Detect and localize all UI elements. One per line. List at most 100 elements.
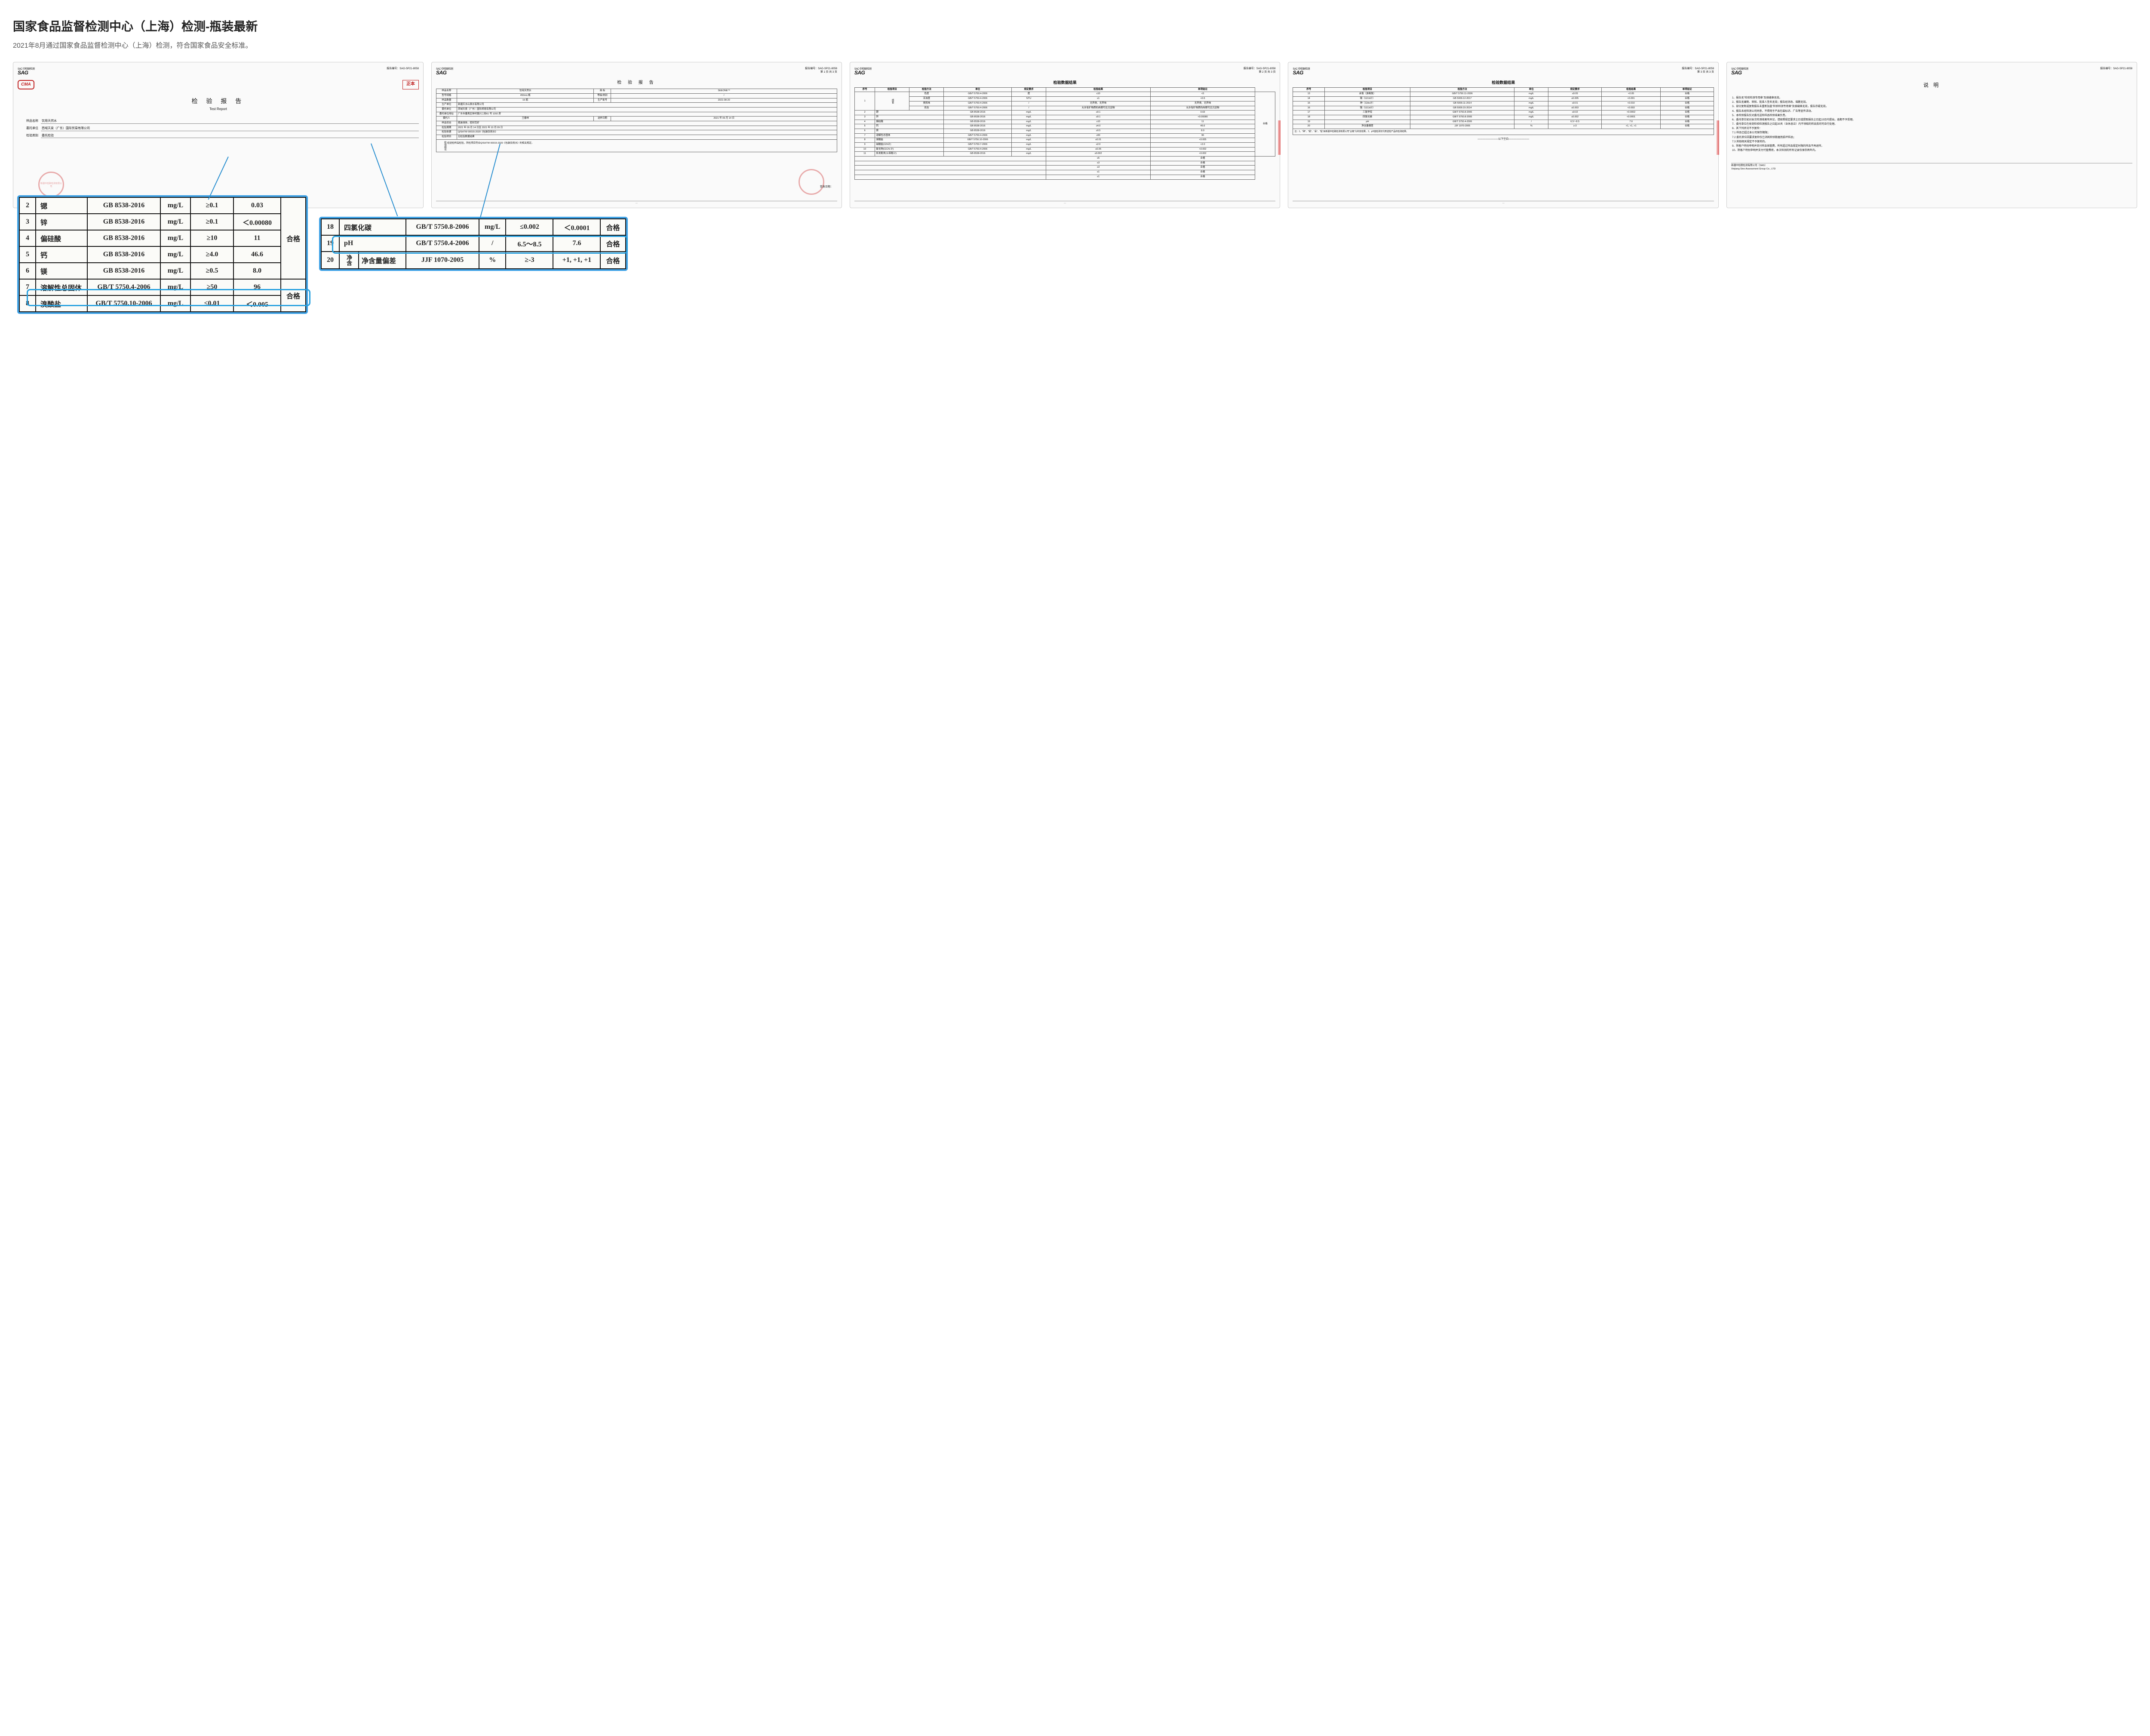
red-bookmark-edge: [1278, 120, 1281, 155]
doc-data-p3: SAC 中检联检测SAG 报告编号：SAG-SP21-8058第 3 页 共 3…: [1288, 62, 1719, 208]
table-row: 3锌GB 8538-2016mg/L≥0.1<0.00080: [854, 115, 1275, 120]
note-line: 7.3 其他相关规定不予复检的。: [1732, 140, 2132, 144]
doc1-title: 检 验 报 告: [18, 97, 419, 106]
table-row: ≤1合格: [854, 175, 1275, 179]
table-row: 委托单位地址广东市番禺区钟村镇兴二街61 号 1202 房: [436, 112, 837, 117]
table-row: ≤1合格: [854, 170, 1275, 175]
table-row: 状态GB/T 5750.4-2006/允许有矿物质的肉眼可见沉淀物允许有矿物质的…: [854, 106, 1275, 111]
table-row: 10氰化物(以CN-计)GB/T 5750.4-2006mg/L≤0.05<0.…: [854, 147, 1275, 152]
table-row: 20净含量偏差JJF 1070-2005%≥-3+1, +1, +1合格: [1293, 124, 1714, 129]
table-row: 样品名称饮用天然水商 标SEEONE™: [436, 89, 837, 94]
doc-data-p2: SAC 中检联检测SAG 报告编号：SAG-SP21-8058第 2 页 共 3…: [850, 62, 1281, 208]
table-row: 8溴酸盐GB/T 5750.10-2006mg/L≤0.01＜0.005: [19, 295, 306, 312]
page-subtitle: 2021年8月通过国家食品监督检测中心（上海）检测，符合国家食品安全标准。: [13, 40, 2137, 50]
doc5-org: 新疆中检联检测有限公司（SAG） Xinjiang Sino Assessmen…: [1731, 163, 2132, 171]
sag-logo: SAC 中检联检测SAG: [1731, 68, 1748, 77]
zoom-right-container: 18四氯化碳GB/T 5750.8-2006mg/L≤0.002＜0.0001合…: [319, 217, 627, 271]
table-row: 型号规格450mL/瓶等级/类别/: [436, 93, 837, 98]
table-row: 4偏硅酸GB 8538-2016mg/L≥1011: [854, 120, 1275, 124]
table-row: 臭和味GB/T 5750.4-2006/无异臭、无异味无异臭、无异味: [854, 101, 1275, 106]
field-row: 委托单位西域天泉（广东）国际贸易有限公司: [18, 126, 419, 131]
note-line: 4、报告未经检测公司同意，不得用于产品包装标识、广告等宣传活动。: [1732, 109, 2132, 114]
table-row: 14镉（以Cd计）GB 5009.12-2017mg/L≤0.005<0.001…: [1293, 97, 1714, 101]
table-row: 生产单位新疆天水山泉水有限公司: [436, 103, 837, 108]
table-row: 17三氯甲烷GB/T 5750.8-2006mg/L≤0.02<0.0002合格: [1293, 111, 1714, 115]
sag-logo: SAC 中检联检测SAG: [1293, 68, 1310, 77]
table-row: 11挥发酚类(以苯酚计)GB 8538-2016mg/L≤0.002<0.002: [854, 152, 1275, 157]
footer: —: [854, 201, 1276, 205]
table-row: 18四氯化碳GB/T 5750.8-2006mg/L≤0.002<0.0001合…: [1293, 115, 1714, 120]
table-row: 3锌GB 8538-2016mg/L≥0.1＜0.00080: [19, 214, 306, 230]
table-row: 16镉（以Cd计）GB 5009.15-2014mg/L≤0.003<0.003…: [1293, 106, 1714, 111]
doc3-table: 序号检验项目检验方法单位规定要求检验结果单项结论1感官色度GB/T 5750.4…: [854, 87, 1276, 180]
report-no: 报告编号：SAG-SP21-8058第 1 页 共 3 页: [805, 68, 837, 74]
table-row: 19pHGB/T 5750.4-2006/6.5～8.57.6合格: [1293, 120, 1714, 124]
table-row: 15砷（以As计）GB 5009.11-2014mg/L≤0.01<0.010合…: [1293, 101, 1714, 106]
table-row: 检验项目见检验数据结果: [436, 135, 837, 140]
table-header-row: 序号检验项目检验方法单位规定要求检验结果单项结论: [1293, 87, 1714, 92]
doc5-title: 说 明: [1731, 82, 2132, 89]
cma-badge: CMA: [18, 80, 34, 89]
note-line: 6、委托单位如对本次检测结果有异议，请按照规定要求之日或提取报告之日起15日内提…: [1732, 118, 2132, 122]
note-line: 7.1 样品已超过本公司保存期限；: [1732, 131, 2132, 135]
stamp-text: 新疆中检联检测有限公司: [40, 182, 63, 188]
table-row: 检验周期2021 年 09 月 14 日至 2021 年 10 月 09 日: [436, 126, 837, 130]
table-header-row: 序号检验项目检验方法单位规定要求检验结果单项结论: [854, 87, 1275, 92]
sag-logo: SAC 中检联检测SAG: [436, 68, 453, 77]
note-line: 5、本检验报告仅对委托送检样品检验结果负责。: [1732, 114, 2132, 118]
note-line: 8、其下列状况不予复检：: [1732, 126, 2132, 131]
zheng-ben-badge: 正本: [402, 80, 419, 89]
note-line: 7、委托单位在收到检验检测报告之日起30天（含休息日）内不领取的样品我司可自行处…: [1732, 122, 2132, 126]
doc4-section: 检验数据结果: [1293, 80, 1714, 86]
table-row: 样品数量15 瓶生产批号2021-08-20: [436, 98, 837, 103]
doc3-section: 检验数据结果: [854, 80, 1276, 86]
documents-row: SAC 中检联检测SAG 报告编号：SAG-SP21-8058 CMA 正本 检…: [13, 62, 2137, 208]
table-row: 8溴酸盐GB/T 5750.10-2006mg/L≤0.01<0.005: [854, 138, 1275, 143]
doc4-table: 序号检验项目检验方法单位规定要求检验结果单项结论13余氯（游离氯）GB/T 57…: [1293, 87, 1714, 129]
table-row: 浑浊度GB/T 5750.4-2006NTU≤1<0.5: [854, 97, 1275, 101]
table-row: 样品状态瓶装液体，密封完好: [436, 121, 837, 126]
zoom-tables-row: 2锶GB 8538-2016mg/L≥0.10.03合格3锌GB 8538-20…: [13, 195, 2137, 316]
table-row: 19pHGB/T 5750.4-2006/6.5～8.57.6合格: [321, 235, 625, 252]
doc-report-form: SAC 中检联检测SAG 报告编号：SAG-SP21-8058第 1 页 共 3…: [431, 62, 842, 208]
table-row: 18四氯化碳GB/T 5750.8-2006mg/L≤0.002＜0.0001合…: [321, 219, 625, 235]
note-line: 10、除客户特别申明并支付代管费用，本次检测的所有记录仅保存两年内。: [1732, 148, 2132, 153]
table-row: ≤5合格: [854, 157, 1275, 161]
zoom-left-wrap: 2锶GB 8538-2016mg/L≥0.10.03合格3锌GB 8538-20…: [13, 195, 308, 316]
table-row: 9硝酸盐(以N计)GB/T 5750.7-2006mg/L≤2.0<2.0: [854, 143, 1275, 147]
field-row: 检验类别委托检验: [18, 134, 419, 138]
zoom-right-table: 18四氯化碳GB/T 5750.8-2006mg/L≤0.002＜0.0001合…: [321, 218, 626, 269]
doc2-title: 检 验 报 告: [436, 80, 837, 86]
report-no: 报告编号：SAG-SP21-8058第 2 页 共 3 页: [1244, 68, 1276, 74]
doc-notes: SAC 中检联检测SAG 报告编号：SAG-SP21-8058 说 明 1、报告…: [1726, 62, 2137, 208]
note-line: 7.2 委托单位因要求复检仅已消耗检验数据而损坏样品；: [1732, 135, 2132, 140]
doc-cover: SAC 中检联检测SAG 报告编号：SAG-SP21-8058 CMA 正本 检…: [13, 62, 424, 208]
zoom-left-table: 2锶GB 8538-2016mg/L≥0.10.03合格3锌GB 8538-20…: [19, 197, 306, 312]
table-row: 1感官色度GB/T 5750.4-2006度≤10<5合格: [854, 92, 1275, 97]
report-no: 报告编号：SAG-SP21-8058第 3 页 共 3 页: [1682, 68, 1714, 74]
doc5-notes: 1、报告无"检验检测专用章"及骑缝章无效。2、报告无编制、审核、批准人签名无效；…: [1731, 94, 2132, 154]
table-row: 6镁GB 8538-2016mg/L≥0.58.0: [854, 129, 1275, 133]
red-bookmark-edge: [1717, 120, 1719, 155]
zoom-left-container: 2锶GB 8538-2016mg/L≥0.10.03合格3锌GB 8538-20…: [17, 195, 308, 314]
report-no: 报告编号：SAG-SP21-8058: [387, 68, 419, 71]
table-row: 20净含净含量偏差JJF 1070-2005%≥-3+1, +1, +1合格: [321, 252, 625, 269]
sag-logo: SAC 中检联检测SAG: [18, 68, 35, 77]
table-row: 2锶GB 8538-2016mg/L≥0.10.03: [854, 111, 1275, 115]
table-row: 13余氯（游离氯）GB/T 5750.11-2006mg/L≤0.05<0.05…: [1293, 92, 1714, 97]
note-line: 1、报告无"检验检测专用章"及骑缝章无效。: [1732, 96, 2132, 100]
field-row: 样品名称饮用天然水: [18, 119, 419, 124]
table-row: 5钙GB 8538-2016mg/L≥4.046.6: [854, 124, 1275, 129]
note-line: 2、报告无编制、审核、批准人签名无效；报告经涂改、增删无效。: [1732, 100, 2132, 104]
doc2-table: 样品名称饮用天然水商 标SEEONE™型号规格450mL/瓶等级/类别/样品数量…: [436, 89, 837, 140]
table-row: 检验依据Q/SHTW 00015-2020《包装饮用水》: [436, 130, 837, 135]
table-row: 2锶GB 8538-2016mg/L≥0.10.03合格: [19, 197, 306, 214]
page-title: 国家食品监督检测中心（上海）检测-瓶装最新: [13, 17, 2137, 34]
report-no: 报告编号：SAG-SP21-8058: [2100, 68, 2132, 71]
table-row: 委托人王春林送样日期2021 年 09 月 14 日: [436, 117, 837, 121]
note-line: 3、部分复制或复制报告未重新加盖"检验检测专用章"及骑缝章无效，报告存疑无效。: [1732, 104, 2132, 109]
table-row: ≤3合格: [854, 166, 1275, 170]
doc1-title-en: Test Report: [18, 107, 419, 111]
table-row: 5钙GB 8538-2016mg/L≥4.046.6: [19, 246, 306, 263]
table-row: 4偏硅酸GB 8538-2016mg/L≥1011: [19, 230, 306, 246]
